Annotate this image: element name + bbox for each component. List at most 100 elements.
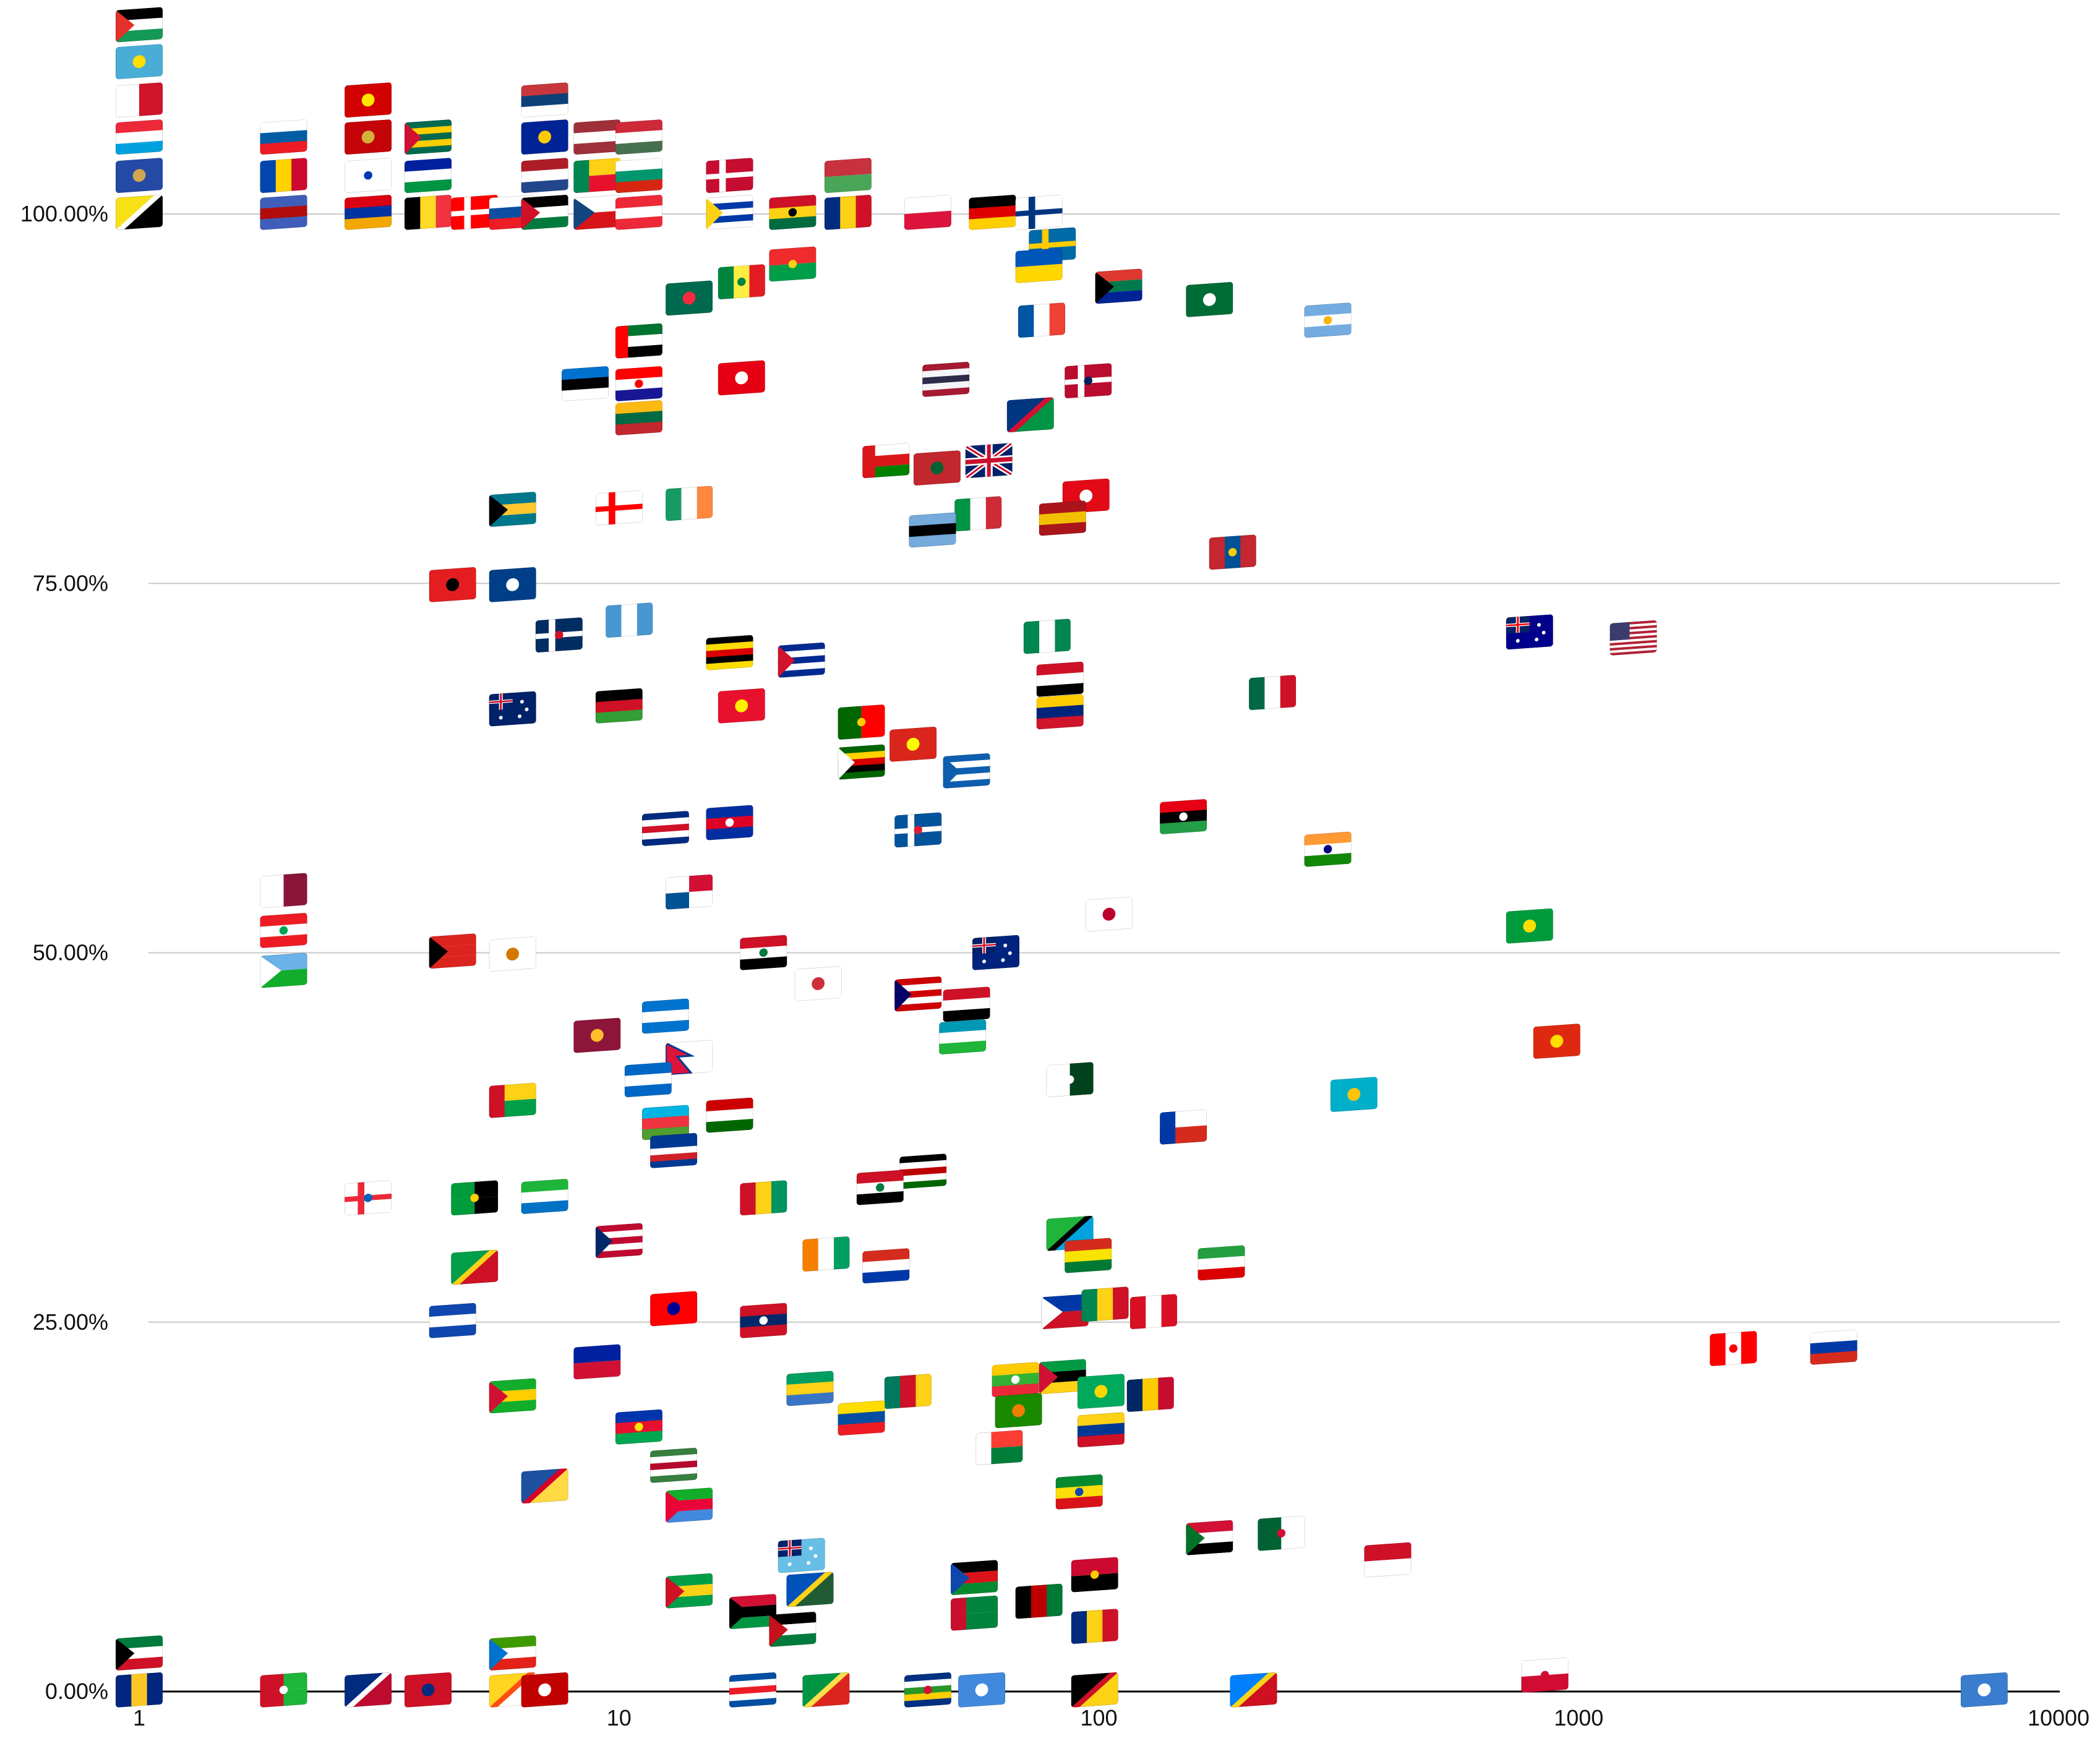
flag-point-namibia — [1006, 396, 1054, 433]
flag-point-poland — [904, 194, 951, 230]
flag-point-slovenia — [260, 119, 307, 155]
flag-point-myanmar — [992, 1361, 1039, 1398]
flag-point-georgia — [595, 490, 643, 526]
flag-point-jamaica — [451, 1180, 499, 1216]
flag-point-central-african-republic — [904, 1672, 951, 1708]
flag-point-yemen — [943, 986, 990, 1022]
flag-point-pakistan — [1046, 1061, 1094, 1098]
flag-point-colombia — [1077, 1412, 1125, 1448]
flag-point-chile — [1160, 1109, 1207, 1145]
flag-point-bosnia — [521, 119, 568, 155]
flag-point-ethiopia — [1055, 1474, 1103, 1510]
flag-point-chad — [1126, 1376, 1174, 1413]
flag-point-bulgaria — [615, 157, 662, 194]
flag-point-belize — [489, 567, 536, 602]
flag-point-guinea — [740, 1180, 787, 1216]
flag-point-serbia — [521, 82, 568, 118]
flag-point-vietnam — [889, 726, 937, 762]
flag-point-jordan — [521, 194, 568, 230]
y-tick-label: 100.00% — [20, 201, 108, 226]
flag-point-reunion — [521, 1468, 568, 1504]
flag-point-equatorial-guinea — [489, 1635, 536, 1671]
flag-point-congo — [802, 1672, 850, 1708]
flag-point-angola — [1071, 1557, 1118, 1593]
flag-point-china — [1533, 1023, 1580, 1059]
flag-point-oman — [862, 443, 910, 479]
flag-point-ivory-coast — [802, 1236, 850, 1272]
flag-point-south-sudan — [951, 1560, 998, 1596]
flag-point-norway — [1065, 362, 1112, 399]
flag-point-brunei — [116, 194, 163, 230]
flag-point-new-caledonia — [615, 1409, 662, 1445]
y-tick-label: 25.00% — [33, 1309, 108, 1335]
flag-point-cape-verde — [650, 1132, 698, 1168]
flag-point-south-korea — [794, 965, 842, 1002]
flag-point-uae — [615, 323, 662, 359]
flag-point-samoa — [405, 1672, 452, 1708]
flag-point-nicaragua — [624, 1061, 672, 1098]
flag-point-thailand — [922, 361, 970, 397]
flag-point-papua-new-guinea — [1071, 1672, 1118, 1708]
flag-point-fiji — [778, 1538, 825, 1573]
flag-point-luxembourg — [116, 119, 163, 155]
flag-point-burkina-faso — [769, 246, 816, 282]
flag-point-south-africa — [1095, 268, 1142, 304]
flag-point-belgium — [405, 194, 452, 230]
flag-point-ghana — [769, 194, 816, 230]
flag-point-liberia — [595, 1223, 643, 1259]
flag-point-eswatini — [260, 194, 307, 230]
flag-point-israel — [345, 157, 392, 194]
flag-point-hungary — [615, 119, 662, 155]
flag-point-guinea-bissau — [489, 1082, 536, 1118]
flag-point-turkmenistan — [951, 1595, 998, 1631]
flag-point-laos — [740, 1303, 787, 1338]
flag-point-timor-leste — [429, 933, 476, 969]
flag-point-sudan — [1186, 1520, 1233, 1555]
flag-point-sierra-leone — [521, 1178, 568, 1215]
flag-point-egypt — [1036, 661, 1084, 697]
flag-point-eritrea — [666, 1487, 713, 1523]
y-axis-tick-labels: 0.00% 25.00% 50.00% 75.00% 100.00% — [20, 201, 108, 1704]
x-tick-label: 10 — [607, 1705, 632, 1730]
flag-point-qatar — [260, 873, 307, 909]
flag-point-zambia — [995, 1393, 1042, 1429]
flag-point-nigeria — [1023, 618, 1071, 654]
flag-point-peru — [1129, 1294, 1177, 1330]
flag-point-bahamas — [489, 491, 536, 528]
flag-point-romania-2 — [1071, 1608, 1118, 1645]
flag-point-france — [1018, 302, 1065, 338]
flag-point-cuba — [778, 642, 825, 678]
flag-point-el-salvador — [429, 1303, 476, 1338]
y-tick-label: 50.00% — [33, 940, 108, 965]
flag-point-tajikistan — [706, 1097, 753, 1133]
flag-point-argentina — [1304, 302, 1352, 338]
flag-point-croatia — [615, 366, 662, 402]
flag-point-french-guiana — [451, 1249, 499, 1285]
flag-point-costa-rica — [641, 810, 689, 847]
flag-point-lithuania — [615, 400, 662, 436]
flag-point-cameroon — [884, 1374, 932, 1409]
flag-point-saudi-arabia — [1186, 281, 1233, 317]
x-tick-label: 1 — [133, 1705, 145, 1730]
flag-point-sri-lanka — [573, 1017, 621, 1053]
flag-point-ireland — [666, 486, 713, 521]
flag-point-western-sahara — [769, 1611, 816, 1648]
flag-point-libya — [1160, 798, 1207, 835]
flag-point-burundi — [260, 1672, 307, 1708]
flag-point-botswana — [909, 512, 956, 548]
flag-point-malaysia — [894, 976, 942, 1012]
flag-point-romania — [824, 194, 872, 230]
data-points — [116, 7, 2008, 1708]
flag-point-philippines — [1041, 1294, 1089, 1330]
flag-point-belarus — [824, 157, 872, 194]
flag-point-bolivia — [1065, 1238, 1112, 1273]
flag-point-nepal — [666, 1040, 713, 1076]
flag-point-vanuatu — [729, 1594, 776, 1630]
y-tick-label: 75.00% — [33, 570, 108, 596]
flag-point-tonga — [521, 1672, 568, 1708]
flag-point-malawi — [595, 688, 643, 724]
flag-point-haiti — [573, 1344, 621, 1380]
flag-point-montserrat — [489, 691, 536, 727]
flag-point-somalia — [958, 1672, 1006, 1708]
